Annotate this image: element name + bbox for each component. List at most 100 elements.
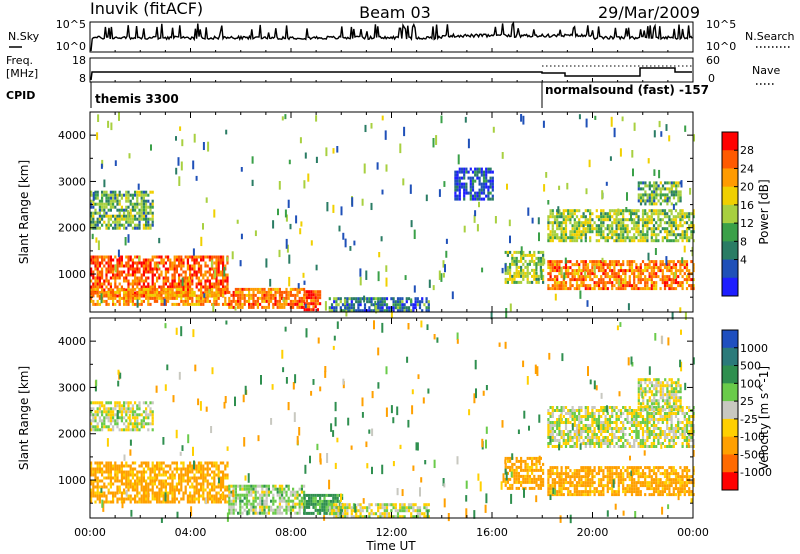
scatter-cell [653, 187, 656, 191]
scatter-cell [611, 475, 614, 479]
scatter-cell [224, 287, 227, 291]
scatter-cell [175, 293, 178, 297]
scatter-cell [454, 191, 457, 195]
scatter-cell [578, 230, 581, 234]
scatter-cell [243, 487, 246, 491]
scatter-cell [164, 479, 167, 483]
scatter-cell [531, 468, 534, 472]
scatter-cell [189, 479, 192, 483]
scatter-cell [127, 220, 130, 224]
scatter-cell [652, 269, 656, 273]
scatter-cell [140, 425, 143, 429]
scatter-cell [112, 290, 115, 294]
scatter-cell [153, 473, 156, 477]
scatter-cell [153, 482, 156, 486]
scatter-cell [248, 287, 251, 291]
scatter-cell [617, 490, 620, 494]
scatter-cell [690, 278, 693, 282]
scatter-cell [399, 509, 402, 513]
scatter-cell [531, 253, 534, 257]
scatter-cell [134, 273, 137, 277]
scatter-cell [219, 279, 222, 283]
scatter-cell [383, 509, 386, 513]
scatter-cell [134, 428, 137, 432]
scatter-cell [96, 488, 99, 492]
scatter-cell [617, 260, 620, 264]
scatter-cell [392, 306, 395, 310]
scatter-cell [272, 487, 275, 491]
scatter-cell [401, 306, 404, 310]
scatter-cell [670, 260, 673, 264]
scatter-cell [138, 261, 141, 265]
scatter-cell [626, 227, 629, 231]
scatter-cell [217, 255, 220, 259]
scatter-cell [670, 281, 673, 285]
scatter-cell [252, 296, 255, 300]
scatter-cell [254, 493, 257, 497]
scatter-cell [178, 273, 181, 277]
scatter-cell [644, 236, 647, 240]
scatter-cell [156, 255, 159, 259]
scatter-cell [425, 306, 428, 310]
scatter-cell [151, 279, 154, 283]
scatter-cell [98, 428, 101, 432]
scatter-cell [312, 499, 315, 503]
scatter-cell [92, 290, 95, 294]
sparse-echo [440, 115, 443, 124]
scatter-cell [136, 413, 139, 417]
scatter-cell [226, 494, 229, 498]
scatter-cell [270, 290, 273, 294]
scatter-cell [96, 267, 99, 271]
scatter-cell [94, 264, 97, 268]
scatter-cell [611, 484, 614, 488]
scatter-cell [136, 261, 139, 265]
scatter-cell [217, 467, 220, 471]
scatter-cell [303, 499, 306, 503]
scatter-cell [120, 261, 123, 265]
scatter-cell [182, 479, 185, 483]
scatter-cell [189, 255, 192, 259]
scatter-cell [243, 502, 246, 506]
scatter-cell [267, 296, 270, 300]
scatter-cell [606, 287, 609, 291]
scatter-cell [138, 211, 141, 215]
scatter-cell [178, 276, 181, 280]
scatter-cell [92, 413, 95, 417]
scatter-cell [252, 299, 255, 303]
scatter-cell [613, 263, 616, 267]
scatter-cell [617, 487, 620, 491]
scatter-cell [98, 479, 101, 483]
scatter-cell [151, 488, 154, 492]
scatter-cell [131, 425, 134, 429]
scatter-cell [265, 490, 268, 494]
scatter-cell [239, 290, 242, 294]
scatter-cell [206, 470, 209, 474]
scatter-cell [456, 197, 459, 201]
scatter-cell [92, 261, 95, 265]
scatter-cell [346, 297, 349, 301]
scatter-cell [92, 255, 95, 259]
scatter-cell [237, 302, 240, 306]
scatter-cell [549, 469, 552, 473]
scatter-cell [191, 497, 194, 501]
scatter-cell [228, 496, 231, 500]
scatter-cell [276, 299, 279, 303]
scatter-cell [341, 493, 344, 497]
scatter-cell [597, 281, 601, 285]
scatter-cell [323, 499, 326, 503]
scatter-cell [151, 461, 154, 465]
scatter-cell [136, 491, 139, 495]
scatter-cell [644, 233, 647, 237]
scatter-cell [158, 290, 161, 294]
scatter-cell [385, 512, 389, 516]
scatter-cell [241, 302, 244, 306]
scatter-cell [624, 278, 627, 282]
scatter-cell [127, 287, 130, 291]
scatter-cell [575, 281, 579, 285]
scatter-cell [602, 475, 605, 479]
scatter-cell [213, 299, 216, 303]
scatter-cell [517, 465, 520, 469]
scatter-cell [193, 494, 196, 498]
scatter-cell [147, 485, 150, 489]
scatter-cell [642, 196, 645, 200]
